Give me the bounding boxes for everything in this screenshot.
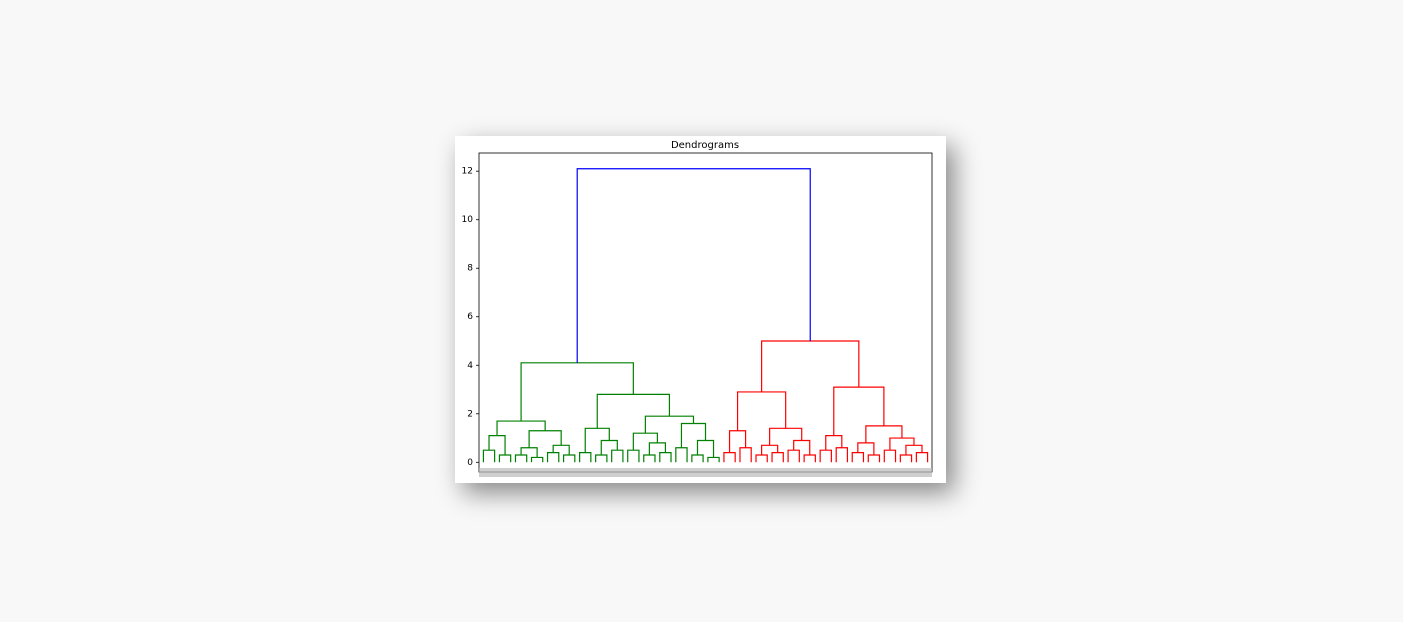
- link: [648, 442, 667, 456]
- link: [680, 422, 707, 448]
- link: [696, 439, 715, 458]
- link: [761, 340, 860, 392]
- link: [793, 439, 811, 456]
- leaf-cluster: [707, 456, 720, 463]
- link: [865, 425, 903, 443]
- link: [584, 427, 610, 453]
- y-tick-label: 2: [467, 409, 473, 419]
- y-tick-label: 6: [467, 312, 473, 322]
- link: [552, 444, 570, 456]
- link: [600, 439, 618, 456]
- link: [596, 393, 671, 429]
- y-tick-label: 10: [462, 215, 474, 225]
- link: [769, 427, 803, 446]
- chart-title: Dendrograms: [671, 140, 739, 151]
- leaf-cluster: [530, 456, 544, 463]
- link: [857, 442, 875, 456]
- link: [761, 444, 779, 456]
- leaf-label-band: [479, 468, 932, 477]
- y-tick-label: 4: [467, 361, 473, 371]
- y-tick-label: 8: [467, 264, 473, 274]
- plot-frame: [478, 152, 933, 473]
- link: [576, 168, 811, 363]
- y-tick-label: 12: [462, 167, 473, 177]
- link: [736, 391, 787, 431]
- link: [905, 444, 923, 456]
- y-tick-label: 0: [467, 458, 473, 468]
